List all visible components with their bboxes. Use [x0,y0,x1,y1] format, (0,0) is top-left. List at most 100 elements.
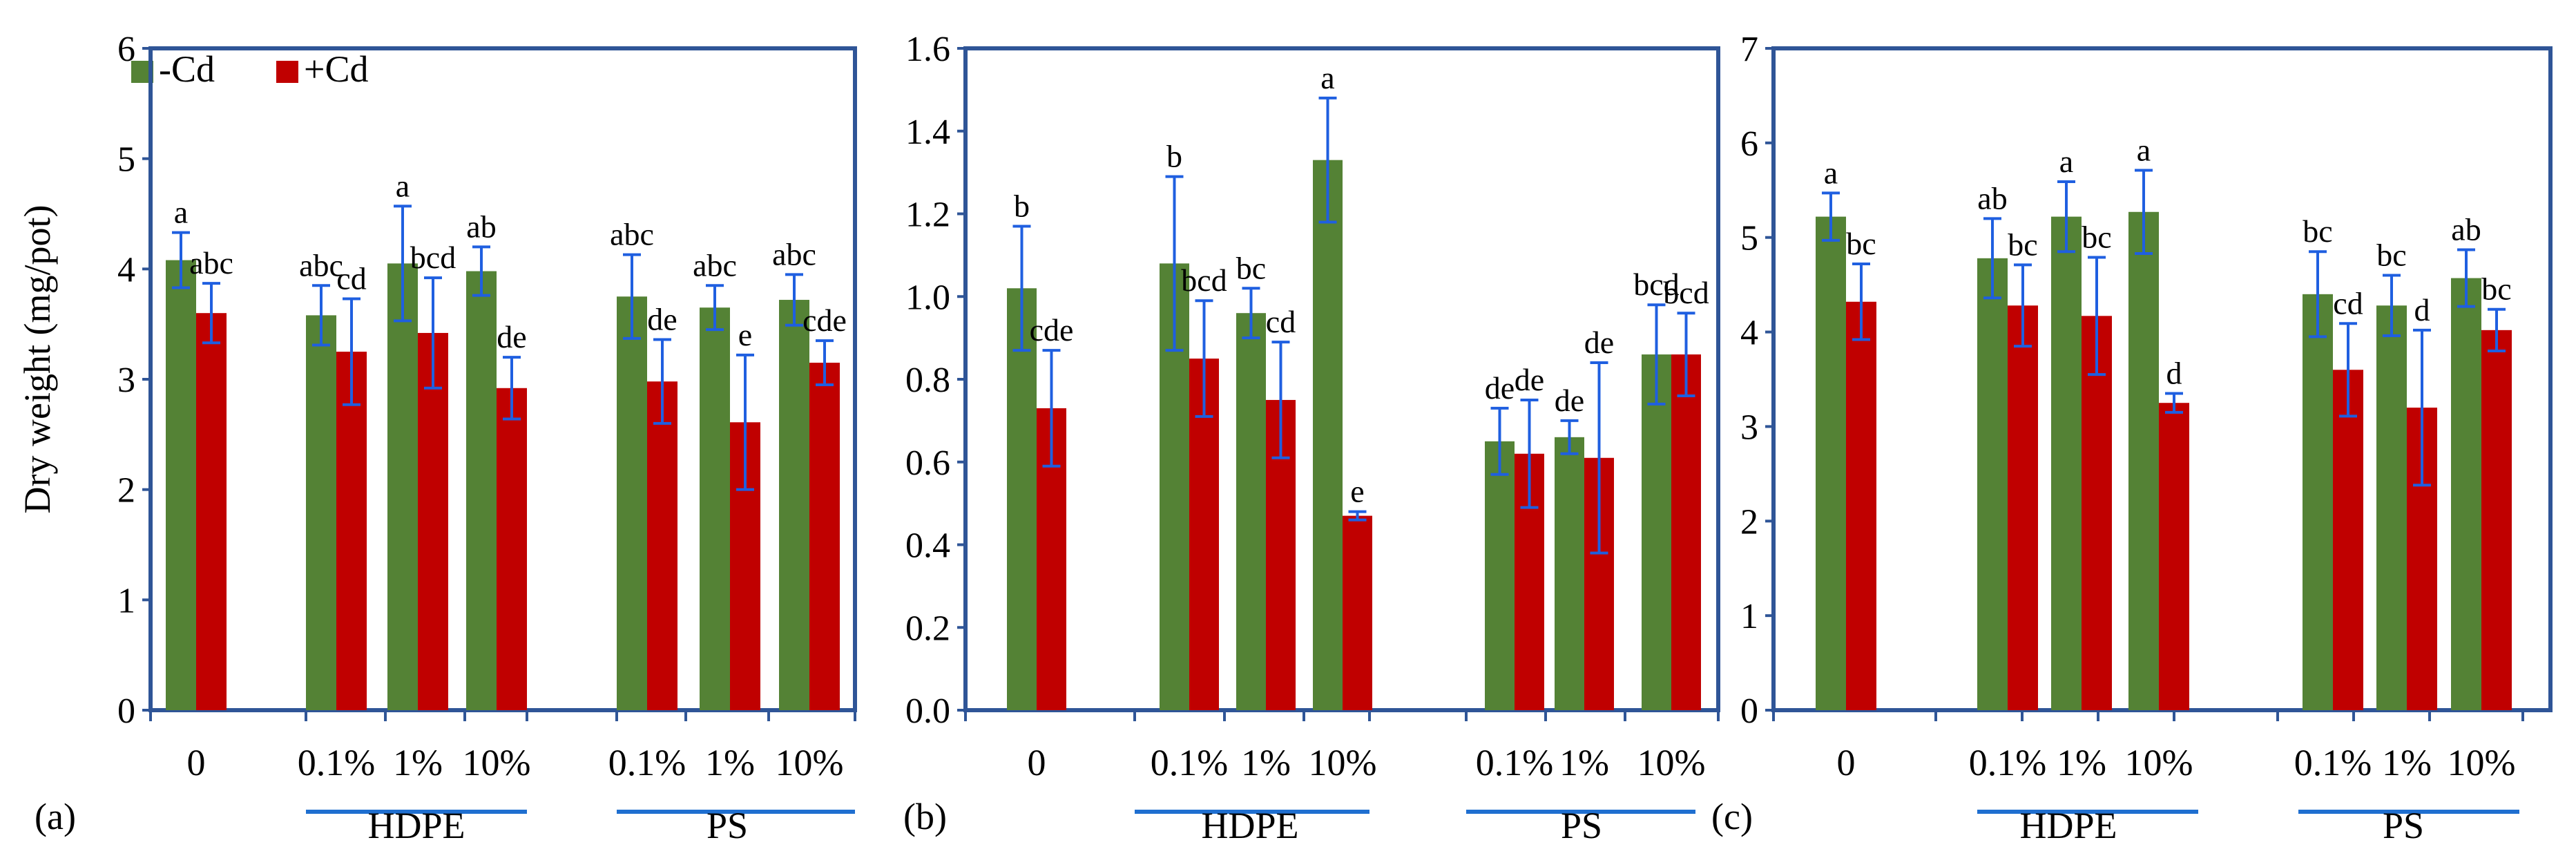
panel-b-panel-label: (b) [903,796,947,837]
panel-c-bar-minus-cd [1977,258,2008,710]
panel-b-x-category-label: 0 [1028,742,1046,783]
panel-c-significance-label-plus-cd: cd [2333,285,2363,321]
panel-a-bar-minus-cd [700,307,730,710]
legend-swatch-plus-cd [276,61,298,83]
panel-a-significance-label-plus-cd: abc [189,245,233,280]
panel-b-y-tick-label: 1.0 [905,278,950,317]
panel-b-x-category-label: 0.1% [1151,742,1228,783]
panel-a-y-tick-label: 2 [117,471,135,511]
panel-c-bar-plus-cd [1846,302,1876,710]
panel-b-bar-plus-cd [1671,354,1701,710]
panel-b-significance-label-plus-cd: bcd [1663,275,1709,310]
panel-a-y-tick-label: 4 [117,250,135,289]
panel-b-significance-label-plus-cd: de [1515,362,1544,397]
panel-b-significance-label-minus-cd: a [1320,60,1334,95]
panel-c-x-category-label: 1% [2382,742,2432,783]
panel-c-significance-label-plus-cd: d [2166,356,2182,391]
panel-a-x-category-label: 0.1% [608,742,686,783]
panel-b-y-tick-label: 0.4 [905,526,950,566]
panel-a-y-tick-label: 0 [117,692,135,731]
panel-b-significance-label-minus-cd: b [1014,188,1030,223]
panel-a-significance-label-minus-cd: abc [693,247,737,283]
panel-a-significance-label-plus-cd: de [647,302,677,337]
panel-c-x-category-label: 10% [2125,742,2193,783]
panel-c-bar-minus-cd [2128,212,2159,710]
panel-b-y-tick-label: 1.4 [905,113,950,152]
panel-c-y-tick-label: 4 [1740,314,1758,353]
panel-b-group-ps-label: PS [1561,805,1602,846]
panel-b-y-tick-label: 0.0 [905,692,950,731]
panel-b-y-tick-label: 1.6 [905,30,950,69]
panel-c-significance-label-minus-cd: ab [2451,212,2481,247]
panel-b-bar-minus-cd [1313,160,1343,710]
panel-c-significance-label-minus-cd: bc [2376,237,2406,272]
panel-b-group-hdpe-label: HDPE [1201,805,1298,846]
panel-c-significance-label-plus-cd: bc [2082,219,2111,254]
panel-b-y-tick-label: 0.8 [905,361,950,400]
panel-c-y-tick-label: 3 [1740,408,1758,447]
panel-c-bar-minus-cd [2303,294,2333,710]
panel-a-bar-minus-cd [166,260,196,710]
panel-c-significance-label-plus-cd: bc [2481,271,2511,307]
y-axis-label: Dry weight (mg/pot) [17,205,58,514]
panel-c-y-tick-label: 1 [1740,597,1758,636]
panel-b-marks: 0.00.20.40.60.81.01.21.41.60 0.1% 1% 10% 0.1… [905,30,1718,812]
panel-a-significance-label-minus-cd: abc [610,217,654,252]
panel-a-bar-minus-cd [306,315,336,710]
panel-c-bar-minus-cd [2451,278,2481,710]
panel-b: 0.00.20.40.60.81.01.21.41.60 0.1% 1% 10% 0.1… [903,30,1718,846]
panel-b-bar-plus-cd [1343,516,1372,710]
panel-a-x-category-label: 10% [776,742,844,783]
panel-c-x-category-label: 10% [2448,742,2516,783]
panel-b-x-category-label: 1% [1241,742,1291,783]
panel-a-significance-label-plus-cd: e [738,317,752,352]
panel-a-group-ps-label: PS [707,805,748,846]
panel-a-x-category-label: 0.1% [298,742,375,783]
panel-c-significance-label-plus-cd: bc [1846,226,1876,261]
panel-b-bar-minus-cd [1642,354,1671,710]
legend: -Cd +Cd [131,48,368,90]
panel-c-x-category-label: 0 [1837,742,1856,783]
panel-a-group-hdpe-label: HDPE [367,805,465,846]
panel-b-significance-label-plus-cd: bcd [1181,263,1227,298]
panel-b-significance-label-minus-cd: b [1166,139,1182,174]
panel-b-bar-minus-cd [1555,437,1584,710]
panel-a-significance-label-plus-cd: cde [802,303,847,338]
panel-b-significance-label-plus-cd: de [1584,325,1614,360]
panel-a-bar-plus-cd [809,363,840,710]
panel-b-x-category-label: 0.1% [1476,742,1553,783]
panel-a-significance-label-plus-cd: de [497,319,526,354]
panel-c-x-category-label: 0.1% [2294,742,2372,783]
panel-a-y-tick-label: 6 [117,30,135,69]
panel-a-significance-label-plus-cd: bcd [410,240,456,275]
panel-c-significance-label-plus-cd: d [2414,292,2430,327]
panel-c: 012345670 0.1% 1% 10% 0.1% 1% 10%aaba abcbcabbc… [1711,30,2550,846]
panel-c-significance-label-plus-cd: bc [2008,227,2037,262]
panel-c-significance-label-minus-cd: bc [2303,213,2332,249]
panel-b-x-category-label: 1% [1559,742,1609,783]
panel-c-significance-label-minus-cd: a [1824,155,1838,190]
panel-b-x-category-label: 10% [1309,742,1377,783]
panel-a-bar-minus-cd [466,271,497,710]
panel-c-y-tick-label: 7 [1740,30,1758,69]
legend-label-minus-cd: -Cd [159,48,215,90]
panel-a-y-tick-label: 1 [117,581,135,620]
panel-c-significance-label-minus-cd: ab [1977,180,2007,216]
panel-c-x-category-label: 0.1% [1969,742,2046,783]
panel-a-significance-label-minus-cd: ab [466,209,496,244]
panel-a-x-category-label: 10% [463,742,531,783]
panel-c-y-tick-label: 6 [1740,124,1758,164]
panel-b-y-tick-label: 0.6 [905,444,950,483]
panel-b-significance-label-minus-cd: de [1485,370,1515,406]
panel-b-y-tick-label: 0.2 [905,609,950,648]
panel-a-x-category-label: 1% [393,742,443,783]
panel-b-significance-label-plus-cd: e [1350,474,1364,509]
panel-c-panel-label: (c) [1711,796,1753,837]
panel-c-y-tick-label: 0 [1740,692,1758,731]
panel-c-group-hdpe-label: HDPE [2019,805,2117,846]
panel-a-bar-plus-cd [418,333,448,710]
panel-c-bar-minus-cd [1816,217,1846,710]
